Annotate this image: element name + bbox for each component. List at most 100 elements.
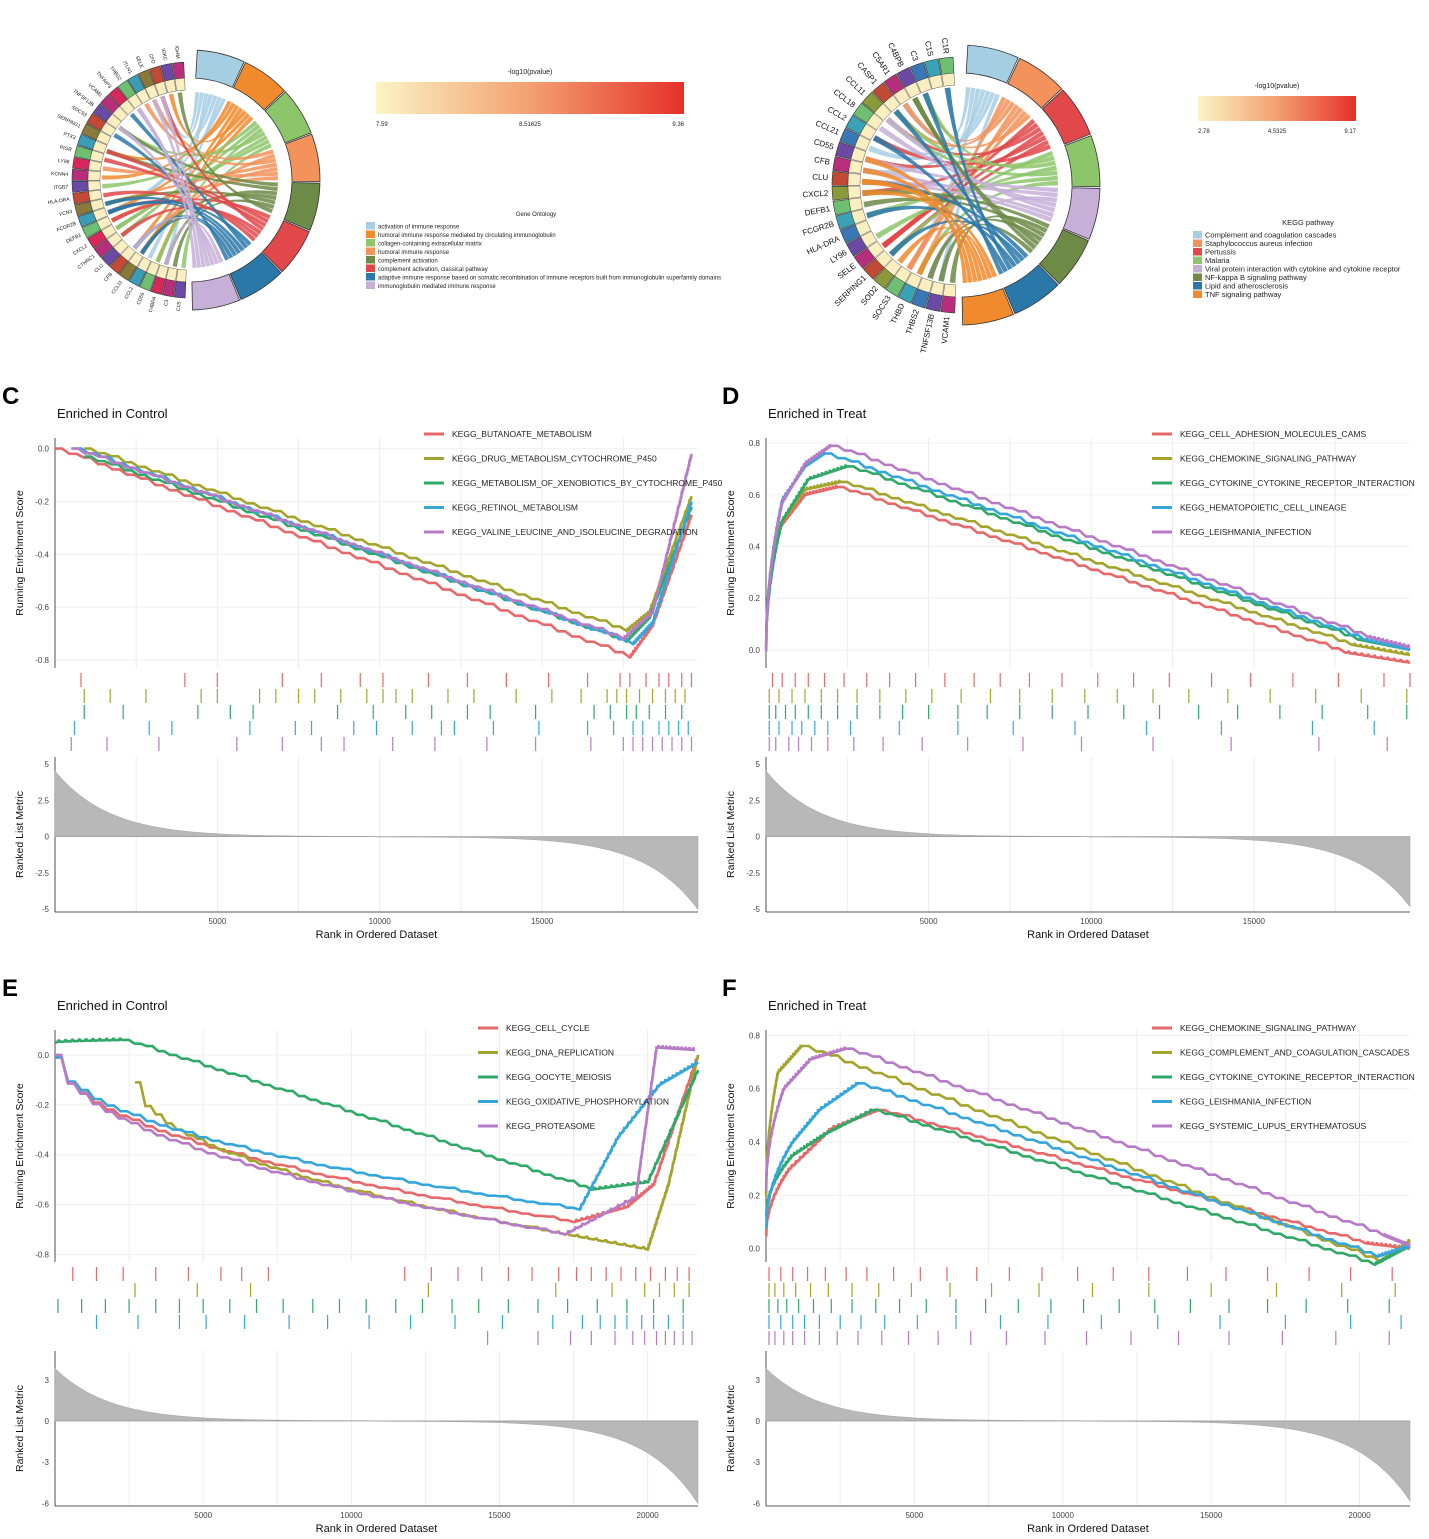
gene-logfc-cell <box>894 266 912 283</box>
gene-label: C1S <box>923 40 935 57</box>
rank-tick-label: -6 <box>753 1499 761 1508</box>
category-arc <box>261 220 310 273</box>
rank-tick-label: -2.5 <box>746 869 760 878</box>
gene-arc <box>938 56 955 75</box>
legend-label: KEGG_VALINE_LEUCINE_AND_ISOLEUCINE_DEGRA… <box>452 527 698 537</box>
rank-tick-label: -5 <box>753 905 761 914</box>
rank-tick-label: 0 <box>756 1417 761 1426</box>
gsea-panel-d: D Enriched in Treat 0.0 0.2 0.4 0.6 0.8 Running… <box>722 383 1415 941</box>
x-tick-label: 10000 <box>369 917 392 926</box>
gene-logfc-cell <box>87 170 101 181</box>
gene-label: C3 <box>163 299 170 307</box>
y-tick-label: -0.6 <box>35 1201 49 1210</box>
panel-letter: F <box>722 975 737 1002</box>
chord-ribbon <box>881 130 1045 249</box>
gene-logfc-cell <box>127 93 143 110</box>
es-curve <box>84 447 693 633</box>
chord-ribbon <box>106 149 278 192</box>
gene-label: CLU <box>93 263 105 275</box>
gene-label: C4BPA <box>148 295 159 313</box>
y-tick-label: 0.4 <box>749 543 761 552</box>
scale-title: -log10(pvalue) <box>1255 83 1300 90</box>
x-axis-label: Rank in Ordered Dataset <box>316 929 438 941</box>
legend-swatch <box>1193 239 1202 247</box>
legend-label: Pertussis <box>1205 248 1236 257</box>
chord-ribbon <box>104 190 276 207</box>
es-curve <box>765 1108 1411 1266</box>
chord-ribbon <box>944 87 1013 271</box>
chord-ribbon <box>120 206 262 238</box>
gene-logfc-cell <box>847 185 861 199</box>
gene-logfc-cell <box>164 79 177 94</box>
legend-label: KEGG_COMPLEMENT_AND_COAGULATION_CASCADES <box>1180 1048 1410 1058</box>
gene-arc <box>173 280 187 299</box>
y-tick-label: 0.2 <box>749 1191 761 1200</box>
rank-tick-label: -2.5 <box>35 869 49 878</box>
gene-logfc-cell <box>942 283 957 298</box>
gene-logfc-cell <box>155 264 169 280</box>
gene-label: PTX3 <box>62 131 76 141</box>
es-curve <box>764 484 1411 665</box>
es-curve <box>84 455 693 643</box>
chord-ribbon <box>922 92 1004 275</box>
gene-logfc-cell <box>928 74 944 90</box>
category-arc <box>965 44 1019 84</box>
chord-ribbon <box>163 93 209 266</box>
es-y-label: Running Enrichment Score <box>14 1083 26 1209</box>
gene-label: CFD <box>147 53 156 65</box>
es-curve <box>55 447 693 659</box>
gene-label: CD55 <box>813 137 836 152</box>
gene-arc <box>71 168 89 181</box>
rank-tick-label: -3 <box>42 1458 50 1467</box>
gene-label: C3 <box>908 49 920 62</box>
chord-ribbon <box>878 125 1057 208</box>
legend-swatch <box>1193 282 1202 290</box>
legend-title: Gene Ontology <box>516 212 556 218</box>
chord-ribbon <box>104 162 277 207</box>
chord-ribbon <box>912 96 1037 250</box>
gene-label: SELE <box>836 261 858 281</box>
x-tick-label: 5000 <box>194 1511 212 1520</box>
legend-label: KEGG_OOCYTE_MEIOSIS <box>506 1072 612 1082</box>
legend-label: KEGG_CELL_ADHESION_MOLECULES_CAMS <box>1180 429 1366 439</box>
gene-logfc-cell <box>112 106 128 122</box>
gene-logfc-cell <box>855 220 872 237</box>
gene-logfc-cell <box>867 241 885 259</box>
rank-tick-label: -5 <box>42 905 50 914</box>
chord-ribbon <box>132 217 219 265</box>
gene-label: IGHM <box>173 45 180 59</box>
scale-tick: 9.36 <box>672 122 684 128</box>
rank-metric-area <box>765 1367 1411 1502</box>
legend-label: TNF signaling pathway <box>1205 290 1282 299</box>
legend-swatch <box>366 247 375 255</box>
gene-logfc-cell <box>851 209 867 225</box>
gene-label: DEFB1 <box>804 204 832 218</box>
legend-label: KEGG_DRUG_METABOLISM_CYTOCHROME_P450 <box>452 454 657 464</box>
es-curve <box>55 1056 699 1211</box>
legend-swatch <box>1193 248 1202 256</box>
legend-swatch <box>366 273 375 281</box>
gene-label: FCGR2B <box>56 221 78 234</box>
panel-title: Enriched in Treat <box>768 406 867 421</box>
legend-label: KEGG_CELL_CYCLE <box>506 1023 590 1033</box>
gene-logfc-cell <box>850 147 867 163</box>
rank-tick-label: 3 <box>756 1376 761 1385</box>
category-arc <box>232 61 286 111</box>
category-arc <box>229 252 282 301</box>
gene-label: CXCL2 <box>802 189 829 200</box>
chord-ribbon <box>168 93 247 143</box>
scale-tick: 9.17 <box>1344 129 1356 135</box>
gene-label: CXCL2 <box>72 243 89 257</box>
category-arc <box>1007 57 1063 109</box>
gene-logfc-cell <box>128 251 144 268</box>
gene-label: FCN3 <box>59 209 73 218</box>
legend-swatch <box>366 222 375 230</box>
gene-label: CTHRC1 <box>77 253 97 270</box>
panel-letter: A <box>0 0 17 6</box>
gene-label: C1R <box>940 37 951 54</box>
legend-swatch <box>1193 290 1202 298</box>
scale-bar <box>376 82 684 114</box>
chord-ribbon <box>104 196 245 252</box>
panel-letter: C <box>2 383 19 410</box>
gene-logfc-cell <box>859 123 877 141</box>
